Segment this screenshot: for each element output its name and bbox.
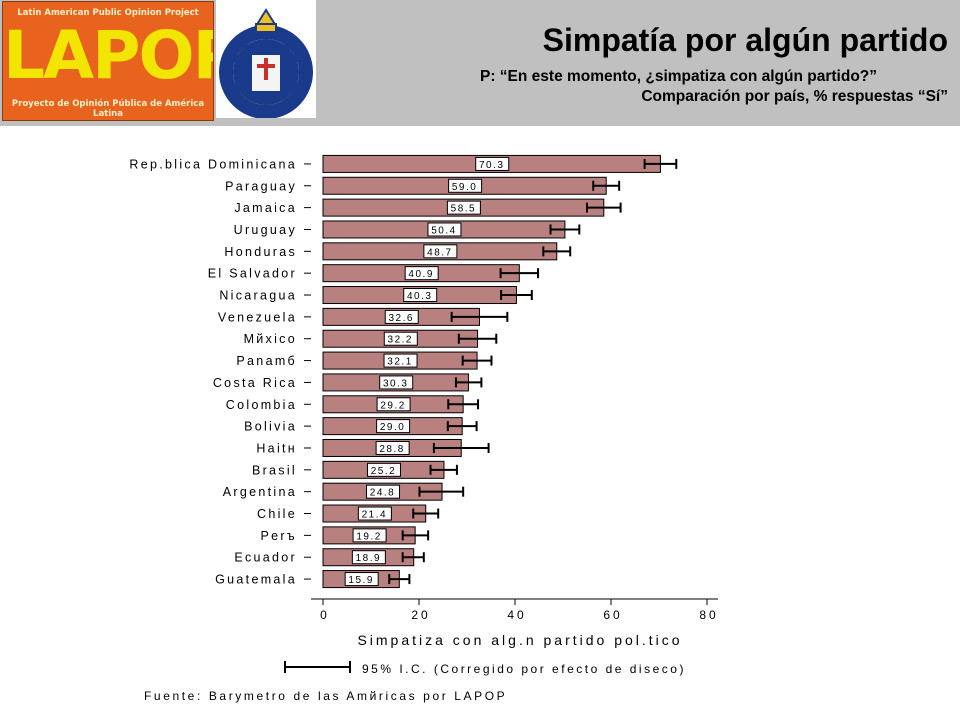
- subtitle-comparison: Comparación por país, % respuestas “Sí”: [641, 88, 948, 105]
- data-label: 29.0: [380, 422, 405, 433]
- y-tick-label: Argentina: [223, 485, 297, 499]
- y-tick-label: Uruguay: [234, 223, 297, 237]
- data-label: 15.9: [348, 575, 373, 586]
- y-tick-label: Panamб: [236, 354, 297, 368]
- y-tick-label: Jamaica: [234, 201, 297, 215]
- x-tick-label: 80: [699, 608, 718, 622]
- data-label: 30.3: [383, 378, 408, 389]
- x-tick-label: 40: [507, 608, 526, 622]
- legend-errorbar-line: [284, 666, 350, 668]
- data-label-box: [404, 266, 439, 281]
- y-tick-label: Paraguay: [225, 179, 297, 193]
- data-label: 24.8: [370, 488, 395, 499]
- data-label-box: [351, 550, 386, 565]
- data-label-box: [403, 288, 438, 303]
- data-label-box: [427, 222, 462, 237]
- data-label: 18.9: [356, 553, 381, 564]
- data-label: 28.8: [379, 444, 404, 455]
- data-label-box: [344, 572, 379, 587]
- y-tick-label: Brasil: [252, 463, 297, 477]
- y-tick-label: Costa Rica: [213, 376, 297, 390]
- data-label: 50.4: [431, 225, 456, 236]
- data-label-box: [352, 528, 387, 543]
- data-label: 29.2: [380, 400, 405, 411]
- y-tick-label: Venezuela: [218, 310, 297, 324]
- slide-title: Simpatía por algún partido: [542, 22, 948, 58]
- lapop-logo: Latin American Public Opinion Project LA…: [2, 1, 214, 121]
- data-label-box: [366, 462, 401, 477]
- data-label-box: [446, 200, 481, 215]
- data-label-box: [376, 397, 411, 412]
- data-label: 70.3: [479, 160, 504, 171]
- data-label: 40.9: [408, 269, 433, 280]
- data-label-box: [376, 419, 411, 434]
- data-label: 19.2: [356, 531, 381, 542]
- data-label-box: [475, 156, 510, 171]
- header-band: Latin American Public Opinion Project LA…: [0, 0, 960, 126]
- bar-chart: Rep.blica Dominicana 70.3 Paraguay 59.0 Jama…: [129, 154, 718, 622]
- data-label-box: [423, 244, 458, 259]
- y-tick-label: Chile: [257, 507, 297, 521]
- data-label-box: [379, 375, 414, 390]
- y-tick-label: Rep.blica Dominicana: [129, 157, 297, 171]
- lapop-logo-top-text: Latin American Public Opinion Project: [17, 8, 199, 18]
- y-tick-label: Ecuador: [234, 551, 297, 565]
- source-note: Fuente: Barуmetro de las Amйricas por LA…: [144, 689, 508, 703]
- data-label-box: [357, 506, 392, 521]
- data-label: 32.1: [387, 357, 412, 368]
- y-tick-label: Honduras: [224, 245, 297, 259]
- data-label: 25.2: [371, 466, 396, 477]
- y-tick-label: Guatemala: [215, 573, 297, 587]
- data-label-box: [375, 440, 410, 455]
- lapop-logo-wordmark: LAPOP: [3, 17, 213, 94]
- data-label-box: [383, 331, 418, 346]
- subtitle-question: P: “En este momento, ¿simpatiza con algú…: [480, 68, 878, 85]
- x-tick-label: 20: [411, 608, 430, 622]
- data-label: 58.5: [451, 204, 476, 215]
- lapop-logo-bottom-text: Proyecto de Opinión Pública de América L…: [11, 99, 205, 119]
- y-tick-label: Nicaragua: [219, 289, 297, 303]
- y-tick-label: Colombia: [226, 398, 297, 412]
- x-tick-label: 60: [603, 608, 622, 622]
- legend-errorbar-cap-right: [349, 661, 351, 673]
- data-label: 21.4: [362, 510, 387, 521]
- legend-text: 95% I.C. (Corregido por efecto de diseco…: [362, 662, 686, 676]
- x-tick-label: 0: [320, 608, 330, 622]
- data-label: 40.3: [407, 291, 432, 302]
- y-tick-label: El Salvador: [208, 267, 297, 281]
- y-tick-label: Bolivia: [244, 420, 297, 434]
- data-label: 32.6: [389, 313, 414, 324]
- x-axis-title: Simpatiza con alg.n partido pol.tico: [357, 632, 683, 648]
- data-label: 59.0: [452, 182, 477, 193]
- university-seal: [216, 0, 316, 119]
- data-label-box: [448, 178, 483, 193]
- y-tick-label: Haitн: [256, 441, 297, 455]
- data-label-box: [383, 353, 418, 368]
- y-tick-label: Perъ: [261, 529, 297, 543]
- data-label-box: [384, 309, 419, 324]
- data-label-box: [366, 484, 401, 499]
- y-tick-label: Mйxico: [244, 332, 297, 346]
- data-label: 48.7: [427, 247, 452, 258]
- data-label: 32.2: [388, 335, 413, 346]
